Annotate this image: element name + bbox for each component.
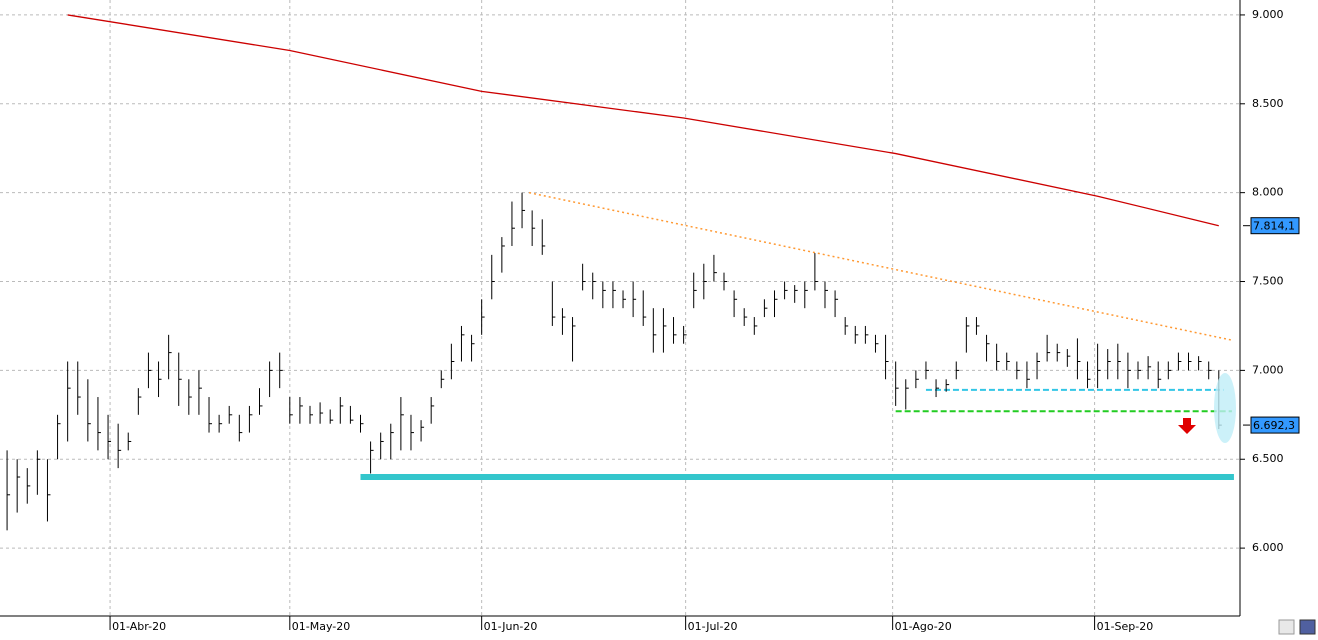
price-tag-label: 6.692,3 <box>1253 419 1295 432</box>
highlight-ellipse <box>1214 373 1236 443</box>
y-tick-label: 8.000 <box>1252 186 1284 199</box>
x-tick-label: 01-Ago-20 <box>895 620 952 633</box>
y-tick-label: 9.000 <box>1252 8 1284 21</box>
y-tick-label: 8.500 <box>1252 97 1284 110</box>
price-tag-box <box>1250 217 1300 235</box>
y-tick-label: 7.500 <box>1252 275 1284 288</box>
refresh-icon[interactable] <box>1278 619 1295 635</box>
x-tick-label: 01-May-20 <box>292 620 350 633</box>
down-arrow <box>1178 418 1196 434</box>
x-tick-label: 01-Jul-20 <box>688 620 738 633</box>
x-tick-label: 01-Abr-20 <box>112 620 166 633</box>
price-tag-label: 7.814,1 <box>1253 220 1295 233</box>
save-icon[interactable] <box>1299 619 1316 635</box>
moving-average <box>67 14 1219 227</box>
x-tick-label: 01-Jun-20 <box>484 620 538 633</box>
x-tick-label: 01-Sep-20 <box>1097 620 1154 633</box>
y-tick-label: 6.000 <box>1252 541 1284 554</box>
y-tick-label: 7.000 <box>1252 363 1284 376</box>
price-tag-box <box>1250 416 1300 434</box>
y-tick-label: 6.500 <box>1252 452 1284 465</box>
